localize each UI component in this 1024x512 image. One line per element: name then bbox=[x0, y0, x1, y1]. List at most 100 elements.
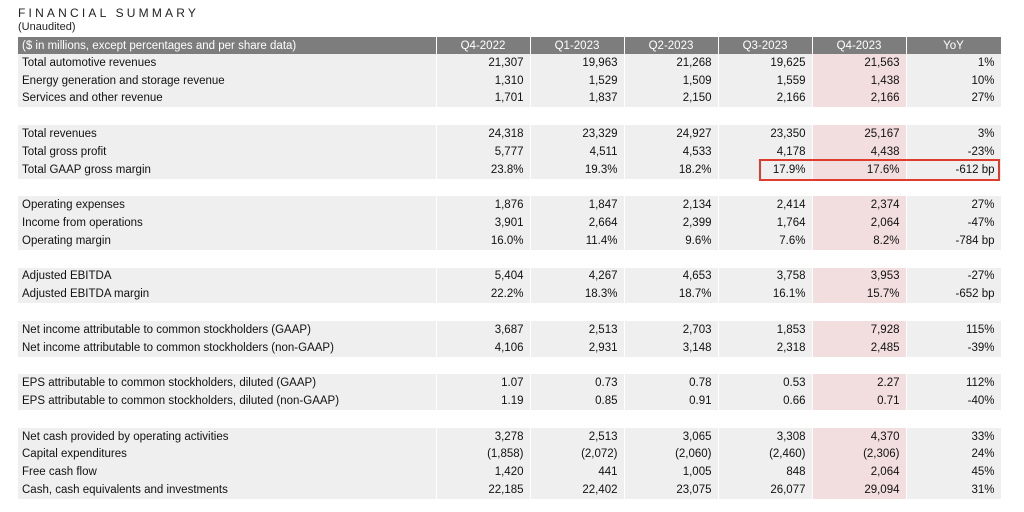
column-header-q2-2023: Q2-2023 bbox=[624, 37, 719, 54]
column-header-q4-2022: Q4-2022 bbox=[436, 37, 531, 54]
cell-q4-2022: 1,420 bbox=[436, 463, 531, 482]
cell-q4-2023: 2,064 bbox=[812, 463, 907, 482]
table-row: Energy generation and storage revenue 1,3… bbox=[18, 71, 1002, 90]
cell-q1-2023: 19,963 bbox=[530, 54, 625, 72]
cell-yoy: -47% bbox=[906, 214, 1002, 232]
row-label: Cash, cash equivalents and investments bbox=[18, 481, 437, 499]
row-label: Income from operations bbox=[18, 214, 437, 232]
cell-q4-2023: 2,374 bbox=[812, 196, 907, 215]
cell-q4-2023: 21,563 bbox=[812, 54, 907, 72]
cell-q3-2023: 19,625 bbox=[718, 54, 813, 72]
cell-q4-2022: 16.0% bbox=[436, 231, 531, 250]
table-spacer-row bbox=[18, 303, 1002, 321]
table-spacer-row bbox=[18, 107, 1002, 126]
cell-q3-2023: 26,077 bbox=[718, 481, 813, 499]
cell-q4-2023: 1,438 bbox=[812, 71, 907, 90]
cell-q4-2023: 2,485 bbox=[812, 338, 907, 357]
cell-q1-2023: 0.85 bbox=[530, 392, 625, 410]
row-label: Energy generation and storage revenue bbox=[18, 71, 437, 90]
cell-q2-2023: 18.2% bbox=[624, 160, 719, 179]
table-row: Net cash provided by operating activitie… bbox=[18, 427, 1002, 446]
cell-q4-2023: (2,306) bbox=[812, 445, 907, 464]
financial-summary-table: ($ in millions, except percentages and p… bbox=[18, 37, 1002, 499]
row-label: Adjusted EBITDA bbox=[18, 267, 437, 286]
cell-q2-2023: 1,005 bbox=[624, 463, 719, 482]
column-header-q1-2023: Q1-2023 bbox=[530, 37, 625, 54]
cell-q4-2023: 2.27 bbox=[812, 374, 907, 393]
cell-q4-2022: 1.19 bbox=[436, 392, 531, 410]
row-label: EPS attributable to common stockholders,… bbox=[18, 392, 437, 410]
cell-q1-2023: (2,072) bbox=[530, 445, 625, 464]
row-label: Operating margin bbox=[18, 231, 437, 250]
cell-q4-2023: 0.71 bbox=[812, 392, 907, 410]
cell-q4-2022: 1,701 bbox=[436, 89, 531, 108]
table-row: Operating expenses 1,876 1,847 2,134 2,414 2,… bbox=[18, 196, 1002, 215]
cell-q2-2023: 18.7% bbox=[624, 285, 719, 304]
cell-q4-2022: 3,687 bbox=[436, 320, 531, 339]
row-label: EPS attributable to common stockholders,… bbox=[18, 374, 437, 393]
cell-yoy: -40% bbox=[906, 392, 1002, 410]
cell-yoy: 27% bbox=[906, 89, 1002, 108]
table-body: Total automotive revenues 21,307 19,963 21,… bbox=[18, 54, 1002, 499]
row-label: Total revenues bbox=[18, 125, 437, 143]
table-row: Total automotive revenues 21,307 19,963 21,… bbox=[18, 54, 1002, 72]
spacer-cell bbox=[18, 107, 1002, 126]
cell-yoy: -652 bp bbox=[906, 285, 1002, 304]
row-label: Net income attributable to common stockh… bbox=[18, 338, 437, 357]
cell-q4-2022: 3,901 bbox=[436, 214, 531, 232]
cell-q2-2023: 2,134 bbox=[624, 196, 719, 215]
cell-q4-2022: (1,858) bbox=[436, 445, 531, 464]
cell-q2-2023: 9.6% bbox=[624, 231, 719, 250]
table-row: Adjusted EBITDA margin 22.2% 18.3% 18.7% 16.… bbox=[18, 285, 1002, 304]
cell-q3-2023: 2,414 bbox=[718, 196, 813, 215]
row-label: Net income attributable to common stockh… bbox=[18, 320, 437, 339]
cell-q3-2023: 16.1% bbox=[718, 285, 813, 304]
table-row: Free cash flow 1,420 441 1,005 848 2,064 45% bbox=[18, 463, 1002, 482]
spacer-cell bbox=[18, 249, 1002, 268]
table-row: Cash, cash equivalents and investments 22… bbox=[18, 481, 1002, 499]
cell-q3-2023: 2,166 bbox=[718, 89, 813, 108]
cell-q4-2022: 1.07 bbox=[436, 374, 531, 393]
table-row: Operating margin 16.0% 11.4% 9.6% 7.6% 8.2% -7… bbox=[18, 231, 1002, 250]
cell-q2-2023: 2,399 bbox=[624, 214, 719, 232]
cell-yoy: 24% bbox=[906, 445, 1002, 464]
cell-yoy: 27% bbox=[906, 196, 1002, 215]
cell-q2-2023: 4,653 bbox=[624, 267, 719, 286]
spacer-cell bbox=[18, 303, 1002, 321]
cell-q3-2023: 3,308 bbox=[718, 427, 813, 446]
column-header-yoy: YoY bbox=[906, 37, 1002, 54]
cell-q1-2023: 19.3% bbox=[530, 160, 625, 179]
cell-q2-2023: 2,703 bbox=[624, 320, 719, 339]
cell-yoy: 115% bbox=[906, 320, 1002, 339]
cell-q3-2023: 23,350 bbox=[718, 125, 813, 143]
cell-q1-2023: 11.4% bbox=[530, 231, 625, 250]
table-row: EPS attributable to common stockholders,… bbox=[18, 374, 1002, 393]
column-header-q3-2023: Q3-2023 bbox=[718, 37, 813, 54]
cell-q4-2023: 3,953 bbox=[812, 267, 907, 286]
cell-yoy: 33% bbox=[906, 427, 1002, 446]
page-title: FINANCIAL SUMMARY bbox=[18, 6, 200, 20]
cell-q2-2023: (2,060) bbox=[624, 445, 719, 464]
cell-q4-2023: 8.2% bbox=[812, 231, 907, 250]
cell-q4-2023: 17.6% bbox=[812, 160, 907, 179]
cell-q2-2023: 24,927 bbox=[624, 125, 719, 143]
cell-q4-2023: 2,166 bbox=[812, 89, 907, 108]
cell-yoy: -784 bp bbox=[906, 231, 1002, 250]
cell-q2-2023: 21,268 bbox=[624, 54, 719, 72]
cell-q4-2022: 21,307 bbox=[436, 54, 531, 72]
cell-q1-2023: 2,513 bbox=[530, 427, 625, 446]
cell-q2-2023: 3,148 bbox=[624, 338, 719, 357]
cell-q4-2022: 1,310 bbox=[436, 71, 531, 90]
cell-yoy: 1% bbox=[906, 54, 1002, 72]
row-label: Services and other revenue bbox=[18, 89, 437, 108]
table-spacer-row bbox=[18, 409, 1002, 428]
cell-q4-2022: 23.8% bbox=[436, 160, 531, 179]
cell-q1-2023: 2,664 bbox=[530, 214, 625, 232]
cell-yoy: -612 bp bbox=[906, 160, 1002, 179]
cell-yoy: 45% bbox=[906, 463, 1002, 482]
cell-yoy: -39% bbox=[906, 338, 1002, 357]
cell-q1-2023: 4,511 bbox=[530, 142, 625, 161]
cell-q2-2023: 3,065 bbox=[624, 427, 719, 446]
row-label: Total gross profit bbox=[18, 142, 437, 161]
cell-q4-2023: 7,928 bbox=[812, 320, 907, 339]
